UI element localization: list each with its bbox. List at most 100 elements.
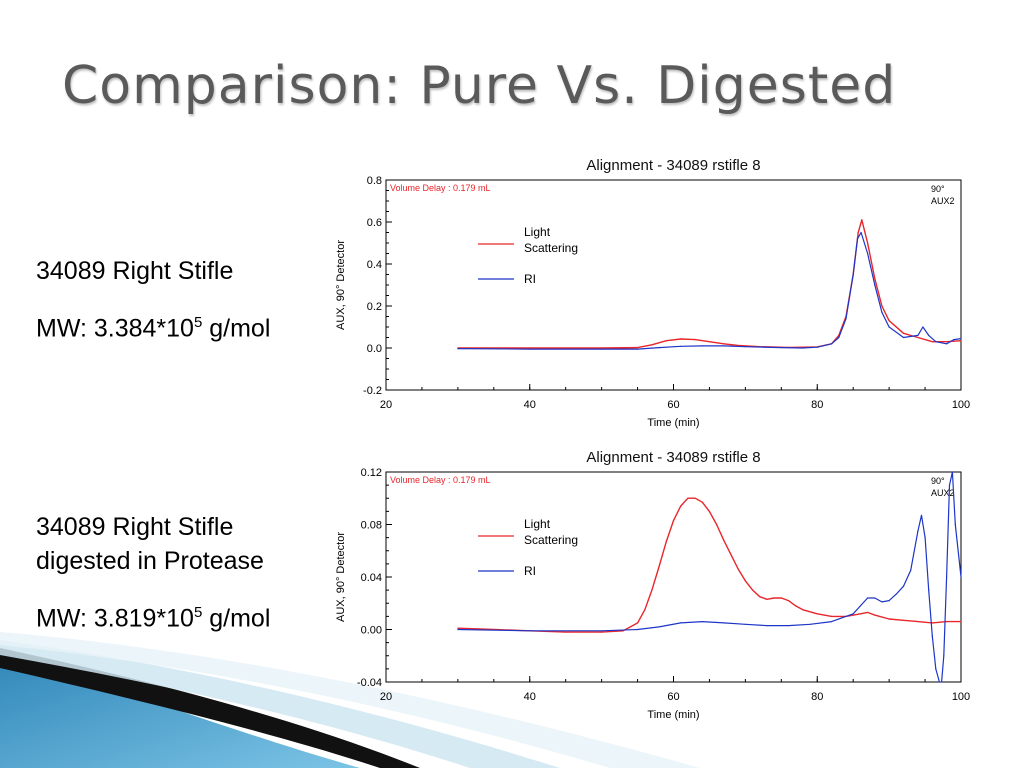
series-light-scattering-point [730,554,732,556]
digested-mw-unit: g/mol [202,604,271,633]
series-light-scattering-point [565,631,567,633]
series-ri-point [859,605,862,607]
volume-delay-annotation: Volume Delay : 0.179 mL [390,183,491,193]
series-ri-point [601,348,603,350]
series-light-scattering-point [787,600,790,602]
series-light-scattering-point [457,627,459,629]
series-light-scattering-point [766,598,768,600]
x-tick-label: 80 [811,691,823,703]
series-group [457,219,962,350]
series-ri-point [701,621,703,623]
x-axis-label: Time (min) [647,417,699,429]
series-light-scattering-point [867,242,869,244]
series-ri-point [888,600,890,602]
series-ri-point [946,576,948,578]
series-light-scattering-point [902,332,905,334]
series-ri-point [680,345,682,347]
series-light-scattering-point [694,339,696,341]
y-axis-label: AUX, 90° Detector [335,240,347,330]
series-ri-point [723,622,725,624]
series-light-scattering-point [773,597,775,599]
series-ri-point [935,668,937,670]
series-light-scattering-point [665,340,667,342]
series-ri-point [943,655,945,657]
series-light-scattering-point [917,621,919,623]
legend-label-scattering: Scattering [524,241,578,255]
x-tick-label: 40 [524,399,536,411]
series-light-scattering-point [651,589,653,591]
x-axis-label: Time (min) [647,709,699,721]
series-light-scattering-point [931,622,933,624]
x-tick-label: 100 [952,691,970,703]
x-tick-label: 20 [380,399,392,411]
volume-delay-annotation: Volume Delay : 0.179 mL [390,475,491,485]
y-axis-label: AUX, 90° Detector [335,532,347,622]
series-light-scattering-point [917,336,919,339]
series-light-scattering-point [960,621,962,623]
legend-label-ri: RI [524,564,536,578]
series-ri-point [881,311,883,313]
series-ri-point [910,569,912,571]
series-light-scattering-point [529,347,531,349]
series-light-scattering-point [680,338,682,340]
series-ri-point [951,471,954,473]
series-ri-point [960,576,962,578]
series-light-scattering-point [687,497,689,499]
series-ri-point [920,514,923,516]
series-light-scattering-point [902,619,905,621]
series-light-scattering-point [960,340,962,342]
series-ri-point [935,341,937,343]
series-ri-point [902,336,905,339]
x-tick-label: 40 [524,691,536,703]
series-ri-point [856,238,859,240]
pure-mw-unit: g/mol [202,314,271,343]
series-light-scattering-point [931,341,933,343]
corner-label-aux2: AUX2 [931,196,955,206]
series-ri-point [946,343,948,345]
pure-mw-label: MW: 3.384*105 g/mol [36,306,270,345]
series-ri-point [917,530,919,532]
series-light-scattering-point [874,614,876,616]
y-tick-label: 0.2 [367,301,382,313]
series-light-scattering-point [888,618,890,620]
series-ri-point [780,347,782,349]
series-ri-point [874,284,876,286]
series-ri-point [637,348,639,350]
series-ri-point [867,252,869,255]
series-light-scattering-point [759,596,761,598]
series-ri-point [845,318,847,320]
series-ri-point [457,628,459,631]
series-ri-point [658,626,660,628]
x-tick-label: 80 [811,399,823,411]
series-ri-point [601,630,603,632]
series-ri-point [744,623,746,625]
series-ri-point [744,346,746,348]
series-ri-point [948,484,951,486]
series-light-scattering-point [716,523,718,526]
series-ri-point [922,326,924,328]
digested-mw-label: MW: 3.819*105 g/mol [36,596,270,635]
series-ri-point [941,681,943,683]
pure-sample-name: 34089 Right Stifle [36,257,234,285]
series-ri-point [701,345,703,347]
series-group [457,471,962,683]
legend-label-scattering: Scattering [524,533,578,547]
series-light-scattering-point [601,347,603,349]
series-light-scattering-point [859,613,862,615]
series-ri-point [529,630,531,632]
series-ri-point [529,348,531,350]
series-light-scattering-point [881,305,883,307]
series-ri-point [787,625,790,627]
pure-mw-prefix: MW: 3.384*10 [36,314,194,343]
series-light-scattering-point [816,613,818,615]
chart-svg: Alignment - 34089 rstifle 8 20 40 60 80 100 -0… [335,157,970,429]
series-ri-point [816,346,818,348]
series-ri-point [680,622,682,624]
series-ri-point [928,589,930,591]
series-ri-point [953,339,955,341]
y-tick-label: 0.0 [367,343,382,355]
series-light-scattering-point [665,541,667,543]
series-ri-point [960,338,962,340]
x-tick-label: 100 [952,399,970,411]
series-ri-point [928,334,930,336]
